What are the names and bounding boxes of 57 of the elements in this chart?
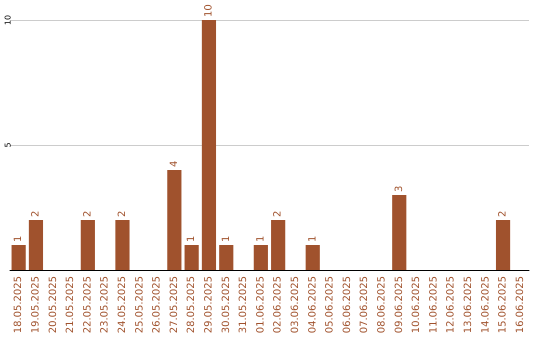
x-tick-label: 24.05.2025 [116, 276, 128, 334]
x-tick-label: 31.05.2025 [238, 276, 250, 334]
data-label: 1 [307, 236, 318, 242]
x-tick-label: 14.06.2025 [480, 276, 492, 334]
bar [202, 20, 216, 270]
data-label: 4 [168, 160, 180, 167]
x-tick-label: 06.06.2025 [342, 276, 353, 334]
x-tick-label: 29.05.2025 [203, 276, 214, 334]
x-tick-label: 07.06.2025 [359, 276, 370, 334]
x-tick-label: 05.06.2025 [324, 276, 336, 334]
data-label: 1 [13, 236, 24, 242]
x-tick-label: 23.05.2025 [100, 276, 111, 334]
bar [167, 170, 182, 270]
x-tick-label: 13.06.2025 [462, 276, 474, 334]
x-tick-label: 10.06.2025 [411, 276, 422, 334]
x-tick-label: 11.06.2025 [428, 276, 440, 334]
x-tick-label: 12.06.2025 [446, 276, 457, 334]
x-tick-label: 16.06.2025 [514, 276, 526, 334]
bar [306, 245, 320, 270]
x-tick-label: 21.05.2025 [65, 276, 76, 334]
data-label: 1 [255, 236, 266, 242]
y-tick-label: 5 [4, 142, 12, 148]
bar [12, 245, 26, 270]
bar [28, 220, 44, 270]
bar [254, 245, 268, 270]
x-tick-label: 04.06.2025 [307, 276, 318, 334]
x-tick-label: 20.05.2025 [48, 276, 59, 334]
data-label: 10 [203, 4, 214, 17]
x-tick-label: 15.06.2025 [498, 276, 509, 334]
x-tick-label: 28.05.2025 [186, 276, 198, 334]
bar [184, 245, 199, 270]
x-tick-label: 02.06.2025 [272, 276, 284, 334]
bar [219, 245, 234, 270]
bar [271, 220, 286, 270]
data-label: 3 [394, 186, 405, 192]
data-label: 2 [498, 210, 509, 217]
data-label: 1 [220, 236, 232, 242]
data-label: 2 [116, 210, 128, 217]
data-label: 2 [30, 210, 42, 217]
x-tick-label: 27.05.2025 [168, 276, 180, 334]
bar [496, 220, 510, 270]
data-label: 2 [82, 210, 94, 217]
bar [392, 195, 406, 270]
data-label: 1 [186, 236, 198, 242]
x-tick-label: 01.06.2025 [255, 276, 266, 334]
x-tick-label: 09.06.2025 [394, 276, 405, 334]
x-tick-label: 03.06.2025 [290, 276, 301, 334]
bar [80, 220, 95, 270]
x-tick-label: 30.05.2025 [220, 276, 232, 334]
x-tick-label: 19.05.2025 [30, 276, 42, 334]
bar [115, 220, 130, 270]
x-tick-label: 26.05.2025 [152, 276, 163, 334]
data-label: 2 [272, 210, 284, 217]
x-tick-label: 18.05.2025 [13, 276, 24, 334]
x-tick-label: 08.06.2025 [376, 276, 388, 334]
x-tick-label: 25.05.2025 [134, 276, 146, 334]
x-tick-label: 22.05.2025 [82, 276, 94, 334]
